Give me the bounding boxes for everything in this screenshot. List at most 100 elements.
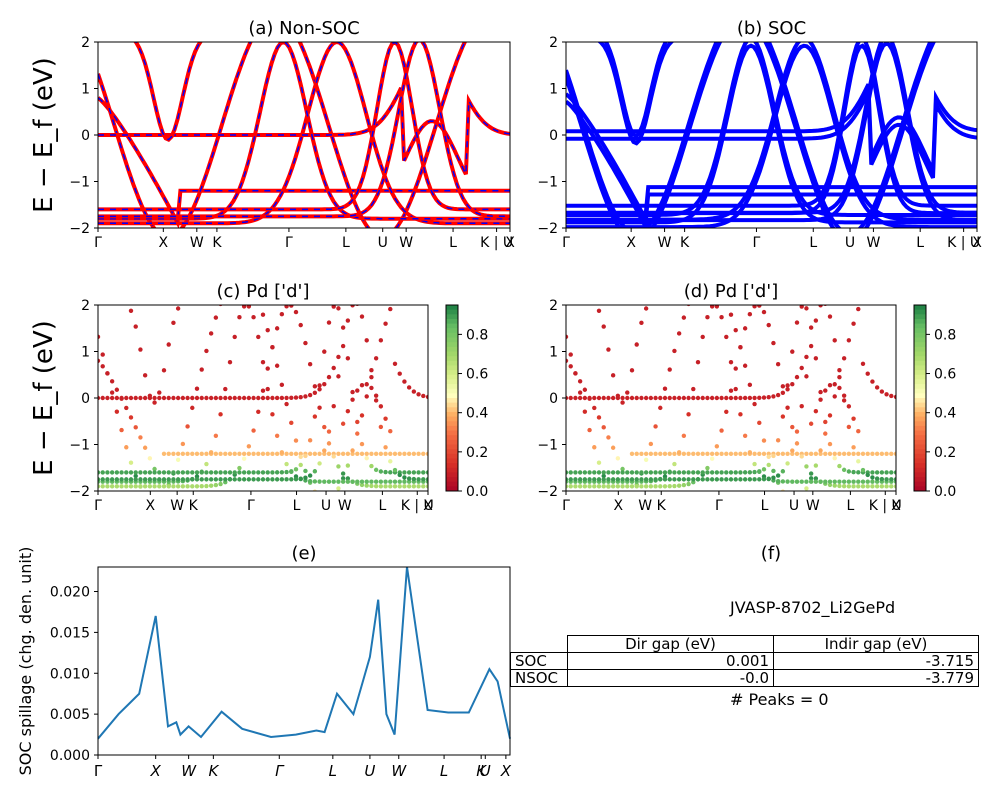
c-point	[388, 306, 393, 312]
d-point	[606, 395, 611, 401]
d-colorbar-cell	[914, 374, 926, 380]
c-cbar-label: 0.0	[466, 484, 488, 500]
c-point	[279, 395, 285, 401]
d-point	[667, 477, 672, 482]
d-point	[813, 356, 819, 361]
c-xtick-label: Γ	[94, 498, 102, 514]
c-point	[128, 470, 134, 475]
d-point	[643, 477, 649, 482]
d-point	[799, 479, 804, 484]
d-point	[714, 477, 720, 482]
d-xtick-label: W	[638, 498, 652, 514]
c-colorbar-cell	[446, 430, 458, 436]
c-colorbar-cell	[446, 398, 458, 404]
c-point	[369, 483, 374, 489]
d-point	[766, 322, 771, 328]
c-point	[171, 395, 176, 401]
d-point	[648, 441, 654, 447]
d-point	[841, 356, 847, 361]
e-ytick-label: 0.020	[50, 585, 90, 601]
d-point	[672, 395, 677, 401]
d-point	[601, 477, 606, 482]
d-point	[676, 483, 682, 488]
d-point	[860, 361, 866, 366]
c-point	[374, 294, 378, 298]
d-point	[775, 473, 781, 478]
c-colorbar-cell	[446, 435, 458, 441]
c-point	[147, 477, 153, 482]
c-point	[416, 294, 420, 298]
d-point	[662, 386, 668, 391]
d-colorbar-cell	[914, 486, 926, 492]
d-point	[780, 489, 785, 491]
d-point	[728, 470, 734, 475]
c-point	[161, 451, 167, 456]
d-point	[596, 484, 602, 489]
c-point	[274, 433, 280, 438]
d-point	[771, 394, 776, 399]
c-point	[289, 420, 294, 426]
c-point	[133, 484, 138, 489]
c-point	[185, 295, 189, 299]
c-colorbar-cell	[446, 365, 458, 371]
c-point	[147, 393, 153, 399]
d-point	[889, 393, 894, 399]
d-point	[620, 400, 625, 405]
d-point	[842, 294, 846, 298]
d-point	[752, 477, 757, 482]
d-point	[761, 467, 767, 472]
d-point	[691, 395, 696, 401]
d-point	[841, 479, 847, 484]
d-point	[738, 344, 743, 350]
d-point	[686, 412, 691, 417]
d-point	[681, 470, 687, 475]
c-point	[383, 484, 388, 489]
c-point	[303, 453, 308, 459]
d-point	[841, 398, 847, 403]
c-point	[128, 460, 134, 465]
c-point	[204, 395, 209, 401]
c-cbar-label: 0.2	[466, 445, 488, 461]
d-ytick-label: 0	[549, 391, 558, 407]
c-point	[181, 299, 185, 303]
d-point	[568, 364, 573, 369]
c-point	[260, 470, 266, 475]
c-point	[406, 451, 412, 456]
d-point	[846, 479, 852, 484]
c-colorbar-cell	[446, 318, 458, 325]
a-xtick-label: K | U	[480, 235, 513, 251]
c-point	[411, 470, 417, 475]
d-point	[879, 476, 885, 482]
c-point	[190, 470, 195, 475]
d-point	[634, 484, 639, 489]
c-point	[109, 484, 115, 489]
d-point	[610, 395, 616, 401]
d-point	[695, 395, 701, 401]
c-point	[98, 334, 101, 340]
c-point	[204, 461, 209, 467]
c-point	[204, 348, 209, 354]
d-point	[610, 470, 616, 475]
c-point	[350, 389, 355, 395]
c-point	[355, 479, 360, 484]
c-point	[101, 294, 105, 298]
d-point	[790, 381, 795, 387]
c-point	[260, 451, 266, 456]
b-xtick-label: L	[916, 235, 924, 251]
d-point	[695, 470, 701, 475]
c-point	[265, 395, 270, 401]
d-point	[709, 470, 715, 475]
d-colorbar-cell	[914, 477, 926, 483]
c-point	[157, 496, 161, 500]
d-point	[672, 470, 677, 475]
d-point	[865, 451, 870, 456]
d-point	[719, 428, 724, 433]
c-point	[138, 477, 143, 482]
d-point	[785, 383, 790, 388]
d-point	[818, 451, 823, 456]
d-point	[629, 484, 635, 489]
d-point	[742, 433, 748, 438]
c-point	[251, 477, 256, 482]
d-point	[709, 456, 715, 461]
c-point	[392, 467, 398, 473]
